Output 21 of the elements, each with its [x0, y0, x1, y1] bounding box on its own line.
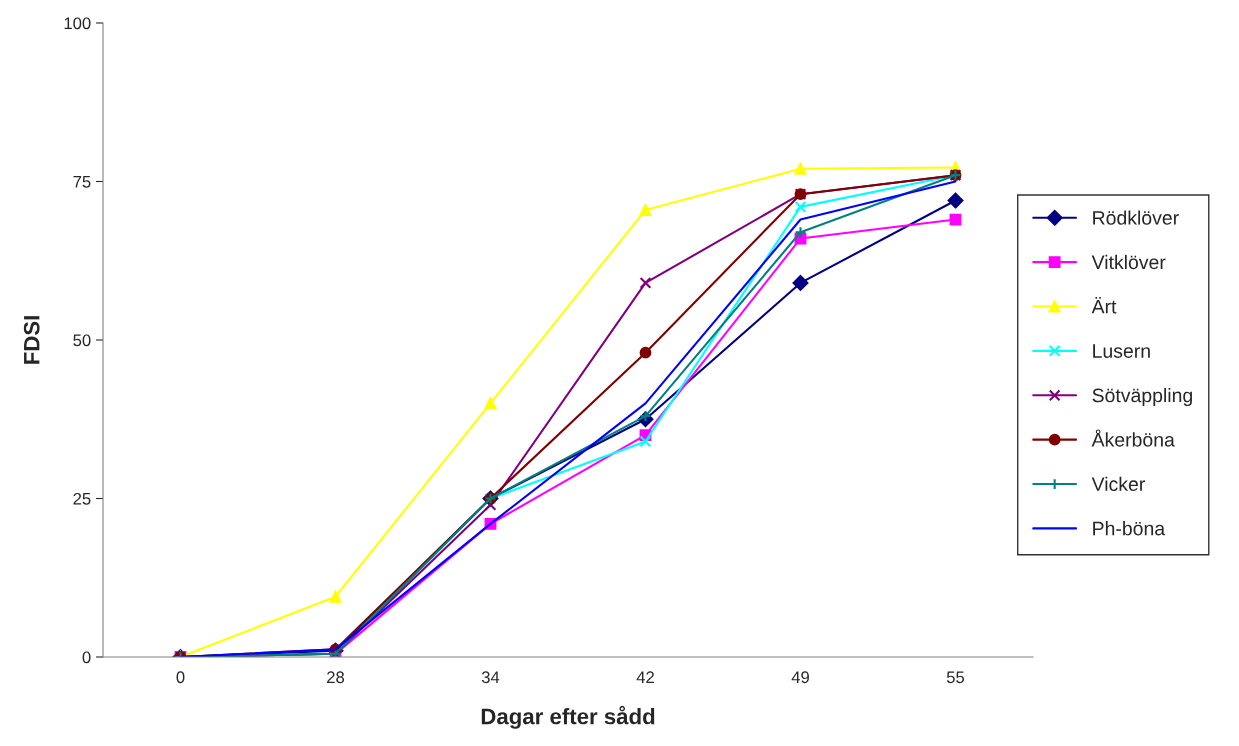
legend-label: Ärt: [1091, 297, 1117, 314]
legend-label: Åkerböna: [1091, 429, 1175, 447]
y-tick-label: 25: [73, 492, 91, 505]
legend-label: Lusern: [1093, 344, 1150, 358]
legend-label: Vitklöver: [1091, 254, 1166, 270]
legend-label: Sötväppling: [1092, 387, 1192, 407]
legend-label: Rödklöver: [1093, 210, 1179, 225]
x-tick-label: 42: [636, 671, 654, 683]
legend-label: Vicker: [1091, 476, 1145, 492]
x-tick-label: 0: [176, 671, 185, 684]
y-axis-title: FDSI: [23, 316, 40, 364]
x-tick-label: 34: [481, 671, 500, 684]
y-tick-label: 0: [82, 651, 91, 664]
x-tick-label: 55: [946, 671, 965, 684]
x-tick-label: 28: [327, 671, 345, 684]
x-axis-title: Dagar efter sådd: [481, 705, 655, 729]
y-tick-label: 75: [73, 176, 91, 188]
y-tick-label: 50: [73, 334, 91, 347]
x-tick-label: 49: [791, 671, 809, 684]
y-tick-label: 100: [64, 17, 91, 30]
legend-label: Ph-böna: [1093, 521, 1166, 536]
